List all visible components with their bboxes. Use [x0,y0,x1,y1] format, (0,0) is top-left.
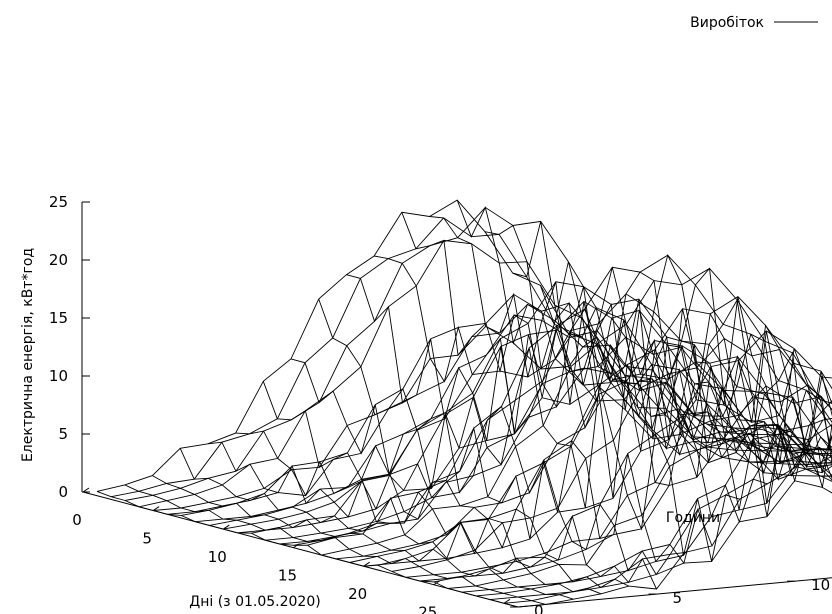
surface-day-line [405,385,832,578]
x-tick-label: 10 [208,548,227,566]
surface-day-line [307,254,832,546]
surface-day-line [461,465,832,593]
z-tick-label: 10 [49,367,68,385]
y-tick-label: 0 [534,602,544,614]
surface-day-line [293,293,832,546]
surface-mesh [96,199,832,608]
surface-day-line [139,239,805,508]
surface-day-line [503,400,832,604]
z-tick-label: 0 [58,483,68,501]
x-tick-mark [223,524,230,530]
surface-day-line [125,206,791,501]
surface-hour-line [235,430,657,590]
surface-day-line [181,293,832,516]
x-tick-mark [503,598,511,604]
axis-ticks: 05101520250510152025300510152025 [49,193,830,614]
z-axis-label: Електрична енергія, кВт*год [20,248,36,462]
surface-day-line [489,480,832,601]
z-tick-label: 5 [58,425,68,443]
y-tick-label: 10 [811,576,830,594]
y-tick-label: 5 [673,589,683,607]
surface-hour-line [484,224,832,454]
x-tick-mark [82,487,90,493]
surface-day-line [377,296,832,566]
surface-day-line [419,439,832,582]
surface-day-line [335,361,832,560]
surface-day-line [237,385,832,534]
y-axis-label: Години [666,510,720,526]
surface-day-line [223,281,832,530]
x-tick-label: 20 [348,585,367,603]
x-tick-label: 5 [142,530,152,548]
surface-day-line [433,330,832,583]
y-axis-line [517,577,832,608]
legend: Виробіток [690,15,818,31]
x-tick-mark [433,580,441,586]
surface-day-line [265,336,832,541]
legend-label: Виробіток [690,15,764,31]
x-tick-label: 25 [418,604,437,614]
surface-day-line [251,300,832,534]
surface-day-line [96,199,763,492]
surface-hour-line [152,475,574,600]
x-tick-mark [152,506,160,511]
z-tick-label: 25 [49,193,68,211]
surface-day-line [447,384,832,589]
surface-day-line [517,417,832,608]
x-tick-mark [363,561,370,567]
surface-day-line [391,337,832,572]
surface-day-line [363,399,832,567]
z-tick-label: 20 [49,251,68,269]
x-tick-label: 0 [72,511,82,529]
surface-day-line [153,325,819,511]
z-tick-label: 15 [49,309,68,327]
surface-hour-line [512,221,832,466]
surface-day-line [321,267,832,556]
x-axis-label: Дні (з 01.05.2020) [189,594,320,610]
surface-day-line [475,424,832,597]
surface-hour-line [96,490,519,608]
x-tick-label: 15 [278,567,297,585]
surface-day-line [111,217,777,498]
